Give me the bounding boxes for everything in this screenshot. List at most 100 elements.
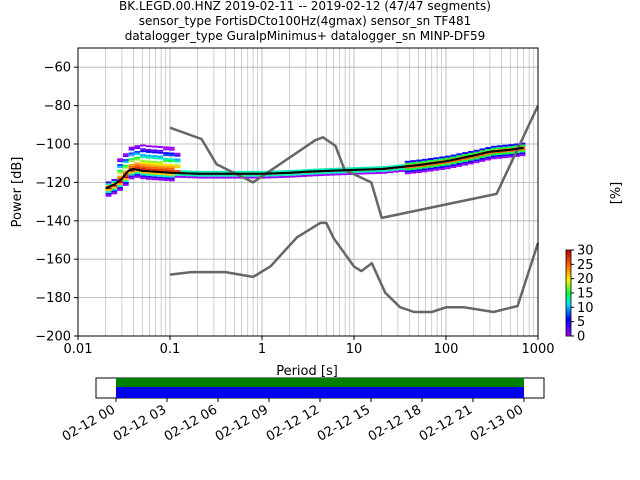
density-cell: [519, 144, 526, 147]
density-cell: [157, 167, 164, 170]
density-cell: [410, 171, 417, 174]
density-cell: [439, 156, 445, 159]
density-cell: [439, 164, 445, 167]
colorbar-segment: [566, 260, 571, 264]
probability-density-histogram: [105, 142, 526, 197]
density-cell: [105, 189, 112, 192]
density-cell: [174, 175, 181, 178]
density-cell: [272, 170, 279, 173]
density-cell: [145, 174, 152, 176]
density-cell: [462, 152, 468, 155]
density-cell: [111, 178, 118, 181]
density-cell: [237, 170, 244, 173]
density-cell: [427, 158, 434, 160]
density-cell: [122, 176, 129, 179]
density-cell: [249, 176, 256, 179]
density-cell: [306, 168, 313, 171]
density-cell: [168, 166, 175, 168]
density-cell: [128, 160, 135, 163]
density-cell: [404, 160, 411, 163]
colorbar-segment: [566, 314, 571, 318]
density-cell: [364, 170, 371, 173]
density-cell: [186, 170, 192, 173]
density-cell: [462, 159, 468, 162]
density-cell: [117, 164, 123, 166]
density-cell: [122, 174, 129, 177]
density-cell: [381, 171, 388, 174]
density-cell: [398, 168, 405, 171]
density-cell: [266, 174, 273, 177]
colorbar-segment: [566, 312, 571, 315]
density-cell: [117, 181, 123, 184]
colorbar-segment: [566, 256, 571, 260]
colorbar-segment: [566, 333, 571, 337]
density-cell: [473, 149, 480, 152]
density-cell: [157, 172, 164, 175]
axes-frame: [77, 47, 539, 337]
density-cell: [140, 156, 146, 158]
density-cell: [122, 178, 129, 181]
density-cell: [243, 170, 250, 173]
density-cell: [134, 147, 141, 150]
colorbar-segment: [566, 318, 571, 322]
density-cell: [220, 176, 227, 179]
density-cell: [134, 173, 141, 176]
density-cell: [358, 166, 365, 169]
colorbar-segment: [566, 258, 571, 262]
colorbar-segment: [566, 293, 571, 296]
density-cell: [197, 176, 204, 179]
density-cell: [508, 151, 514, 154]
density-cell: [404, 162, 411, 165]
density-cell: [134, 166, 141, 169]
y-tick-label: −180: [35, 291, 71, 306]
density-cell: [122, 160, 129, 163]
density-cell: [117, 171, 123, 174]
density-cell: [140, 154, 146, 157]
density-cell: [467, 152, 474, 155]
density-cell: [145, 160, 152, 163]
density-cell: [508, 149, 514, 152]
density-cell: [249, 174, 256, 177]
density-cell: [318, 168, 325, 171]
density-cell: [364, 166, 371, 169]
density-cell: [111, 184, 118, 187]
density-cell: [140, 175, 146, 178]
density-cell: [168, 179, 175, 182]
density-cell: [456, 162, 463, 165]
density-cell: [312, 174, 319, 177]
density-cell: [105, 187, 112, 190]
colorbar-segment: [566, 267, 571, 270]
density-cell: [191, 174, 198, 177]
density-cell: [352, 167, 359, 169]
density-cell: [214, 176, 221, 179]
density-cell: [128, 177, 135, 180]
y-tick-label: −100: [35, 138, 71, 153]
density-cell: [122, 153, 129, 156]
density-cell: [140, 167, 146, 170]
colorbar-segment: [566, 275, 571, 279]
density-cell: [329, 167, 336, 170]
density-cell: [490, 147, 497, 150]
density-cell: [151, 157, 158, 160]
density-cell: [117, 165, 123, 168]
density-cell: [416, 171, 422, 174]
density-cell: [232, 174, 238, 177]
density-cell: [122, 155, 129, 158]
density-cell: [157, 155, 164, 158]
density-cell: [145, 172, 152, 175]
density-cell: [508, 146, 514, 149]
density-cell: [324, 171, 330, 174]
colorbar-segment: [566, 269, 571, 272]
density-cell: [157, 165, 164, 168]
density-cell: [117, 158, 123, 161]
density-cell: [122, 170, 129, 173]
density-cell: [134, 175, 141, 178]
density-cell: [404, 166, 411, 169]
density-cell: [462, 154, 468, 156]
density-cell: [358, 170, 365, 173]
density-cell: [111, 190, 118, 193]
colorbar-segment: [566, 310, 571, 313]
colorbar-tick-label: 5: [577, 315, 585, 330]
density-cell: [168, 148, 175, 151]
density-cell: [427, 167, 434, 170]
